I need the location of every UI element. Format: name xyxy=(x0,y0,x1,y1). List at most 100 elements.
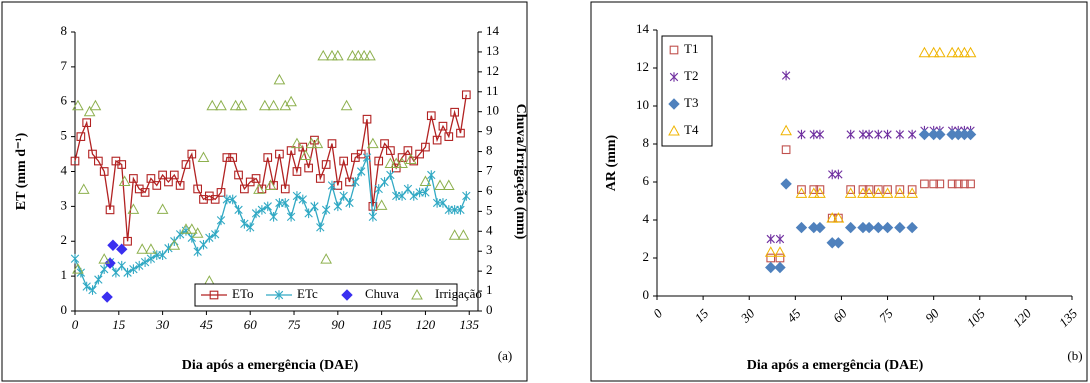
point xyxy=(858,129,868,140)
point xyxy=(70,253,80,264)
point xyxy=(317,49,330,61)
point xyxy=(72,263,84,274)
series xyxy=(70,90,471,246)
y-tick-label: 12 xyxy=(636,59,649,74)
point xyxy=(310,201,319,212)
point xyxy=(339,191,348,201)
point xyxy=(135,260,144,271)
y-tick-label: 2 xyxy=(61,232,68,247)
point xyxy=(304,163,313,173)
point xyxy=(809,129,818,140)
point xyxy=(267,99,280,111)
point xyxy=(918,128,931,141)
point xyxy=(765,261,777,274)
point xyxy=(404,153,417,165)
x-tick-label: 30 xyxy=(155,317,170,332)
y2-tick-label: 4 xyxy=(486,222,493,237)
point xyxy=(117,160,127,169)
point xyxy=(427,170,436,180)
y-tick-label: 8 xyxy=(643,135,650,150)
legend-label: T2 xyxy=(684,68,698,83)
point xyxy=(438,198,448,208)
point xyxy=(291,137,303,149)
point xyxy=(234,170,243,180)
point xyxy=(253,183,265,194)
x-tick-label: 15 xyxy=(692,305,712,325)
x-tick-label: 90 xyxy=(922,305,942,325)
point xyxy=(781,70,791,81)
point xyxy=(457,229,470,240)
point xyxy=(99,167,109,176)
panel-frame xyxy=(1,1,528,382)
y2-tick-label: 10 xyxy=(486,103,499,118)
legend xyxy=(194,283,458,307)
point xyxy=(906,187,918,198)
point xyxy=(797,185,806,194)
point xyxy=(397,153,407,162)
point xyxy=(442,179,455,190)
series xyxy=(101,239,128,303)
point xyxy=(72,99,84,111)
point xyxy=(419,175,432,186)
point xyxy=(206,99,219,111)
point xyxy=(257,205,267,215)
y2-tick-label: 5 xyxy=(486,202,493,217)
x-tick-label: 60 xyxy=(830,305,850,325)
y-axis-title: ET (mm d⁻¹) xyxy=(14,132,29,210)
point xyxy=(444,132,454,141)
point xyxy=(403,184,413,194)
point xyxy=(304,208,313,219)
point xyxy=(935,179,945,189)
x-axis-title: Dia após a emergência (DAE) xyxy=(182,358,359,373)
series xyxy=(766,145,975,263)
point xyxy=(426,111,436,121)
point xyxy=(327,180,337,191)
point xyxy=(807,187,820,198)
x-tick-label: 30 xyxy=(737,305,758,326)
point xyxy=(311,137,324,149)
point xyxy=(858,185,868,194)
panel: 0 2 4 6 8 10 12 14 0 15 30 45 60 75 90 105 120 135 Dia apó… xyxy=(590,1,1088,382)
x-tick-label: 0 xyxy=(72,317,79,332)
point xyxy=(94,156,103,166)
point xyxy=(94,274,103,285)
point xyxy=(883,185,892,194)
point xyxy=(384,157,397,169)
point xyxy=(462,191,471,201)
point xyxy=(251,208,261,219)
point xyxy=(828,169,837,180)
y-tick-label: 6 xyxy=(61,93,68,108)
point xyxy=(795,187,808,198)
point xyxy=(146,174,156,183)
point xyxy=(258,99,271,111)
point xyxy=(834,169,843,180)
point xyxy=(158,170,167,180)
point xyxy=(780,178,792,190)
point xyxy=(946,46,958,58)
point xyxy=(815,185,825,194)
y2-axis-title: Chuva/Irrigação (mm) xyxy=(513,104,528,240)
point xyxy=(117,260,126,271)
y-tick-label: 14 xyxy=(636,21,650,36)
point xyxy=(346,49,359,61)
x-tick-label: 90 xyxy=(331,317,345,332)
point xyxy=(774,261,786,274)
point xyxy=(305,137,318,149)
y-tick-label: 0 xyxy=(61,302,68,317)
point xyxy=(129,264,138,274)
y2-tick-label: 12 xyxy=(486,63,499,78)
y-tick-label: 3 xyxy=(61,197,68,212)
point xyxy=(210,195,220,204)
x-tick-label: 105 xyxy=(372,317,392,332)
series xyxy=(765,128,977,274)
point xyxy=(857,187,869,198)
point xyxy=(895,185,905,194)
point xyxy=(333,201,343,212)
point xyxy=(918,46,931,58)
x-tick-label: 15 xyxy=(112,317,126,332)
point xyxy=(234,205,243,215)
point xyxy=(362,152,372,163)
legend-label: ETc xyxy=(297,286,318,301)
point xyxy=(269,212,278,222)
x-tick-label: 60 xyxy=(244,317,258,332)
